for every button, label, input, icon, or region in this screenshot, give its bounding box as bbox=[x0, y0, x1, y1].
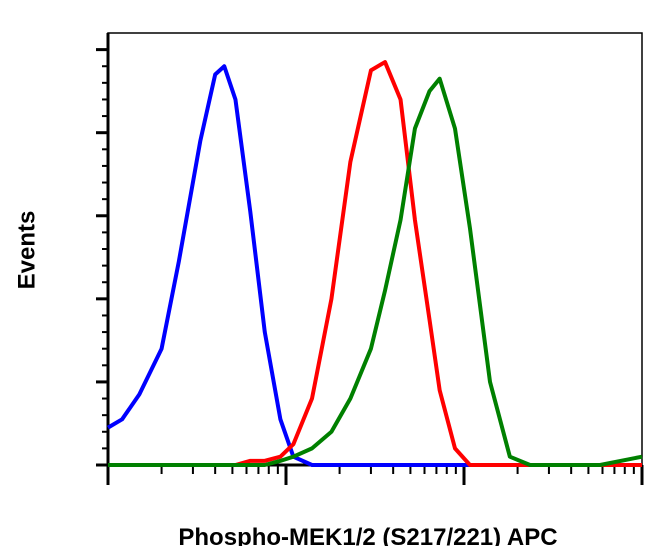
histogram-line bbox=[108, 60, 642, 467]
histogram-line bbox=[106, 64, 642, 467]
x-axis-label: Phospho-MEK1/2 (S217/221) APC bbox=[178, 524, 557, 546]
y-axis-label: Events bbox=[13, 211, 40, 290]
plot-frame bbox=[107, 32, 643, 466]
histogram-line bbox=[108, 76, 643, 467]
